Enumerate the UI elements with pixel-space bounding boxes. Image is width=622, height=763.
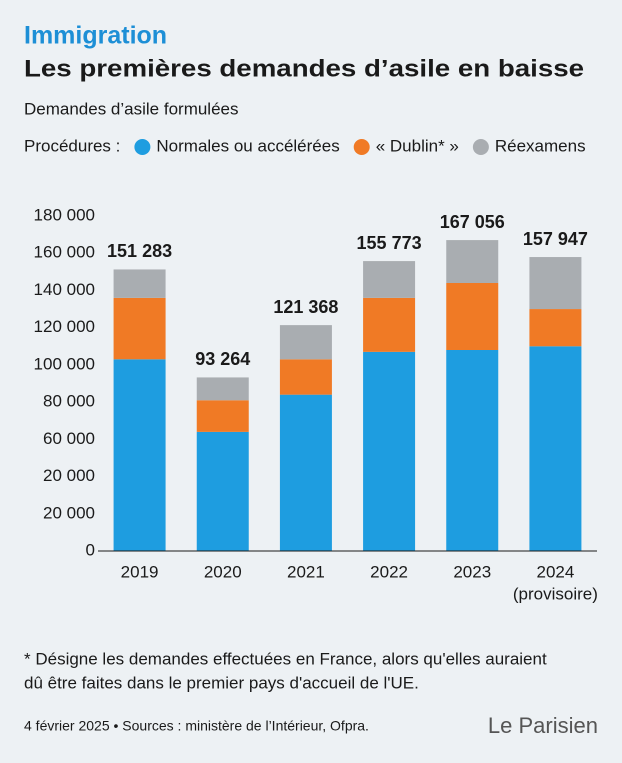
bar-segment [363, 351, 416, 551]
chart-title: Les premières demandes d’asile en baisse [24, 55, 584, 82]
y-tick-label: 80 000 [43, 392, 95, 411]
bar-segment [113, 269, 166, 298]
y-tick-label: 120 000 [34, 317, 95, 336]
y-tick-label: 0 [86, 540, 95, 559]
y-tick-label: 100 000 [34, 354, 95, 373]
y-tick-label: 60 000 [43, 429, 95, 448]
total-label: 121 368 [273, 297, 338, 317]
x-tick-label: 2021 [287, 562, 325, 581]
x-tick-label: 2020 [204, 562, 242, 581]
x-tick-note: (provisoire) [513, 584, 598, 603]
legend-label: « Dublin* » [376, 136, 459, 155]
bar-segment [196, 400, 249, 432]
bar-segment [363, 297, 416, 352]
bar-segment [113, 297, 166, 360]
x-tick-label: 2024 [537, 562, 575, 581]
bar-segment [446, 283, 499, 350]
bar-segment [529, 346, 582, 551]
footnote: * Désigne les demandes effectuées en Fra… [24, 649, 547, 668]
bar-segment [279, 359, 332, 395]
footnote: dû être faites dans le premier pays d'ac… [24, 673, 419, 692]
bar-segment [196, 431, 249, 551]
bar-segment [529, 309, 582, 347]
bar-segment [529, 257, 582, 310]
x-tick-label: 2019 [121, 562, 159, 581]
logo: Le Parisien [488, 713, 598, 738]
legend-swatch [472, 139, 489, 155]
subtitle: Demandes d’asile formulées [24, 99, 239, 118]
legend-title: Procédures : [24, 136, 120, 155]
total-label: 151 283 [107, 241, 172, 261]
legend-label: Normales ou accélérées [156, 136, 339, 155]
y-tick-label: 160 000 [34, 243, 95, 262]
bar-segment [446, 350, 499, 551]
x-tick-label: 2022 [370, 562, 408, 581]
total-label: 155 773 [357, 233, 422, 253]
bar-segment [113, 359, 166, 551]
source: 4 février 2025 • Sources : ministère de … [24, 718, 369, 734]
y-tick-label: 20 000 [43, 503, 95, 522]
legend-swatch [134, 139, 151, 155]
legend-label: Réexamens [495, 136, 586, 155]
legend-swatch [353, 139, 370, 155]
bar-segment [196, 377, 249, 401]
bar-segment [279, 394, 332, 551]
y-tick-label: 180 000 [34, 205, 95, 224]
bar-segment [446, 240, 499, 283]
bar-segment [363, 261, 416, 298]
kicker: Immigration [24, 22, 167, 50]
total-label: 157 947 [523, 229, 588, 249]
total-label: 93 264 [195, 349, 250, 369]
y-tick-label: 140 000 [34, 280, 95, 299]
bar-segment [279, 325, 332, 360]
x-tick-label: 2023 [453, 562, 491, 581]
y-tick-label: 20 000 [43, 466, 95, 485]
total-label: 167 056 [440, 212, 505, 232]
